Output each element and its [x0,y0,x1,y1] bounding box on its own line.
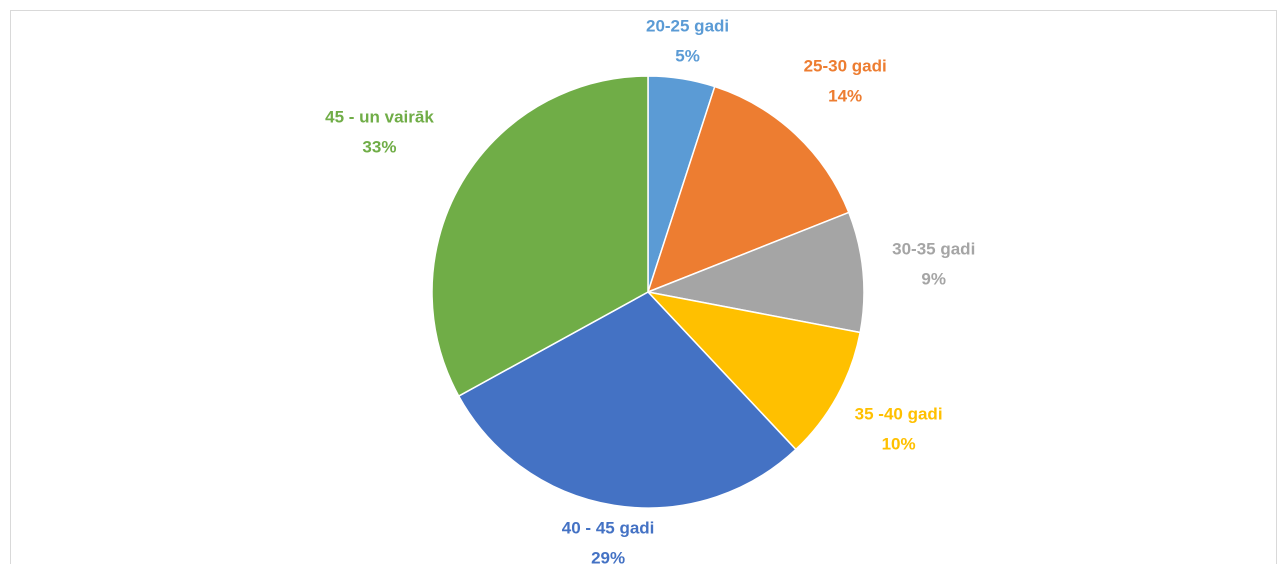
value-label: 33% [362,138,396,157]
pie-slice [646,85,850,294]
value-label: 9% [921,269,946,288]
slice-label: 25-30 gadi [804,57,887,76]
slice-label: 30-35 gadi [892,239,975,258]
slice-label: 45 - un vairāk [325,108,434,127]
value-label: 10% [882,434,916,453]
pie-slice [645,290,862,451]
value-label: 5% [675,47,700,66]
slice-label: 20-25 gadi [646,17,729,36]
pie-slice [431,75,649,398]
pie-slice [457,291,797,509]
value-label: 29% [591,548,625,564]
value-label: 14% [828,87,862,106]
slice-label: 35 -40 gadi [855,404,943,423]
slice-label: 40 - 45 gadi [562,518,655,537]
pie-slice [645,211,865,334]
